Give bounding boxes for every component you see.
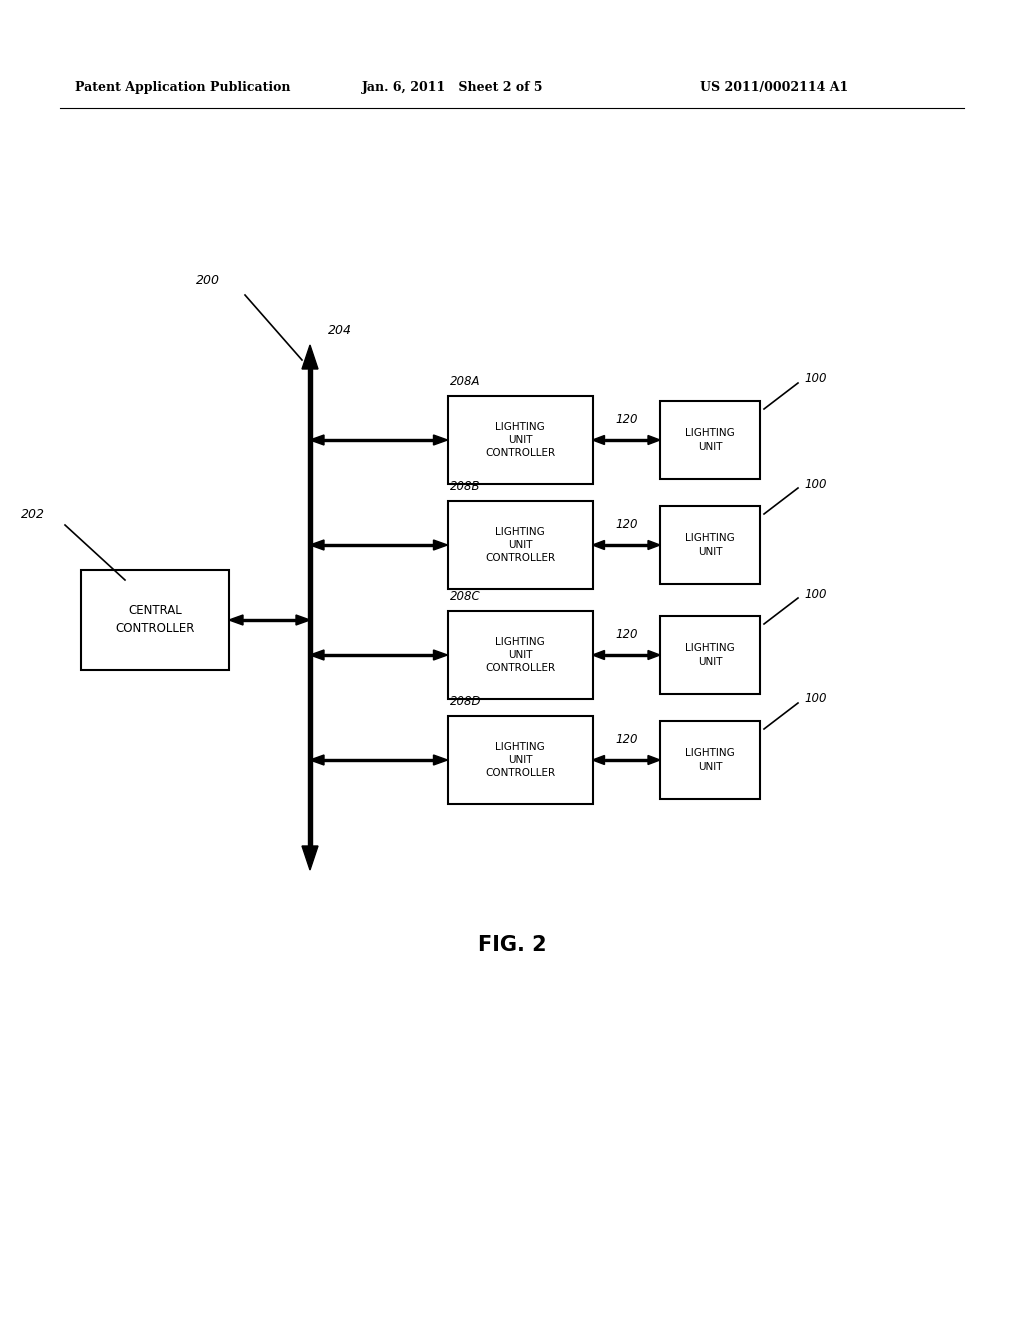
Text: 120: 120 bbox=[615, 733, 638, 746]
Text: Jan. 6, 2011   Sheet 2 of 5: Jan. 6, 2011 Sheet 2 of 5 bbox=[362, 82, 544, 95]
Polygon shape bbox=[296, 615, 310, 624]
Polygon shape bbox=[229, 615, 243, 624]
Polygon shape bbox=[593, 755, 604, 764]
Text: LIGHTING
UNIT
CONTROLLER: LIGHTING UNIT CONTROLLER bbox=[485, 742, 555, 779]
Bar bbox=[660, 616, 760, 694]
Bar bbox=[243, 619, 296, 622]
Bar bbox=[604, 653, 648, 656]
Text: CENTRAL
CONTROLLER: CENTRAL CONTROLLER bbox=[116, 605, 195, 635]
Text: 100: 100 bbox=[804, 478, 826, 491]
Text: LIGHTING
UNIT
CONTROLLER: LIGHTING UNIT CONTROLLER bbox=[485, 636, 555, 673]
Text: 208C: 208C bbox=[450, 590, 480, 603]
Bar bbox=[324, 759, 433, 762]
Polygon shape bbox=[302, 345, 318, 370]
Bar bbox=[604, 544, 648, 546]
Text: 100: 100 bbox=[804, 587, 826, 601]
Text: LIGHTING
UNIT
CONTROLLER: LIGHTING UNIT CONTROLLER bbox=[485, 527, 555, 564]
Text: LIGHTING
UNIT: LIGHTING UNIT bbox=[685, 429, 735, 451]
Bar bbox=[447, 502, 593, 589]
Text: Patent Application Publication: Patent Application Publication bbox=[75, 82, 291, 95]
Polygon shape bbox=[433, 540, 447, 550]
Text: 100: 100 bbox=[804, 693, 826, 705]
Text: 100: 100 bbox=[804, 372, 826, 385]
Bar bbox=[447, 611, 593, 700]
Polygon shape bbox=[433, 755, 447, 766]
Polygon shape bbox=[648, 436, 660, 445]
Polygon shape bbox=[310, 540, 324, 550]
Polygon shape bbox=[593, 436, 604, 445]
Polygon shape bbox=[310, 436, 324, 445]
Polygon shape bbox=[593, 651, 604, 660]
Text: 208B: 208B bbox=[450, 480, 480, 492]
Text: FIG. 2: FIG. 2 bbox=[477, 935, 547, 954]
Text: LIGHTING
UNIT: LIGHTING UNIT bbox=[685, 643, 735, 667]
Bar bbox=[660, 506, 760, 583]
Bar bbox=[324, 653, 433, 656]
Bar bbox=[324, 544, 433, 546]
Bar bbox=[660, 721, 760, 799]
Polygon shape bbox=[302, 846, 318, 870]
Text: US 2011/0002114 A1: US 2011/0002114 A1 bbox=[700, 82, 848, 95]
Polygon shape bbox=[648, 651, 660, 660]
Bar bbox=[308, 370, 312, 846]
Polygon shape bbox=[433, 436, 447, 445]
Text: 208D: 208D bbox=[450, 696, 481, 708]
Text: 208A: 208A bbox=[450, 375, 480, 388]
Text: 200: 200 bbox=[196, 273, 220, 286]
Text: LIGHTING
UNIT: LIGHTING UNIT bbox=[685, 533, 735, 557]
Bar bbox=[324, 438, 433, 441]
Polygon shape bbox=[593, 540, 604, 549]
Bar bbox=[447, 396, 593, 484]
Bar bbox=[660, 401, 760, 479]
Polygon shape bbox=[310, 755, 324, 766]
Polygon shape bbox=[648, 755, 660, 764]
Polygon shape bbox=[648, 540, 660, 549]
Polygon shape bbox=[433, 649, 447, 660]
Polygon shape bbox=[310, 649, 324, 660]
Text: LIGHTING
UNIT: LIGHTING UNIT bbox=[685, 748, 735, 772]
Text: 120: 120 bbox=[615, 628, 638, 642]
Bar bbox=[447, 715, 593, 804]
Text: 120: 120 bbox=[615, 413, 638, 426]
Text: LIGHTING
UNIT
CONTROLLER: LIGHTING UNIT CONTROLLER bbox=[485, 422, 555, 458]
Text: 120: 120 bbox=[615, 517, 638, 531]
Bar bbox=[604, 438, 648, 441]
Text: 202: 202 bbox=[22, 508, 45, 521]
Bar bbox=[81, 570, 229, 671]
Bar bbox=[604, 759, 648, 762]
Text: 204: 204 bbox=[328, 323, 352, 337]
